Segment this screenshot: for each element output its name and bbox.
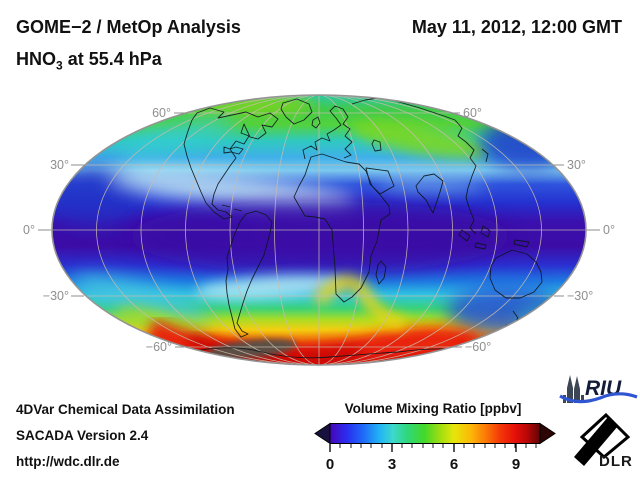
species-name: HNO — [16, 49, 56, 69]
lat-label-left-m60: −60° — [146, 340, 172, 354]
colorbar-tick-6: 6 — [450, 456, 458, 473]
colorbar-minor-ticks — [329, 444, 537, 448]
colorbar-major-ticks — [329, 444, 517, 452]
riu-logo: RIU — [559, 375, 638, 404]
colorbar-gradient-bar — [329, 423, 541, 444]
lat-label-right-m30: −30° — [567, 289, 593, 303]
lat-label-right-30: 30° — [567, 158, 586, 172]
species-level-title: HNO3 at 55.4 hPa — [16, 49, 162, 73]
lat-label-left-m30: −30° — [43, 289, 69, 303]
page-title: GOME−2 / MetOp Analysis — [16, 17, 241, 37]
graticule — [52, 95, 586, 365]
footer-assimilation-line: 4DVar Chemical Data Assimilation — [16, 402, 235, 417]
dlr-logo-icon — [574, 412, 631, 466]
footer-version-line: SACADA Version 2.4 — [16, 428, 149, 443]
map-outline — [51, 94, 587, 366]
dlr-logo-text: DLR — [599, 453, 633, 470]
lat-label-left-30: 30° — [50, 158, 69, 172]
latitude-labels: 60° 30° 0° −30° −60° 60° 30° 0° −30° −60… — [23, 106, 615, 354]
lat-label-right-m60: −60° — [465, 340, 491, 354]
rhine-wave-icon — [559, 392, 638, 404]
colorbar-tick-9: 9 — [512, 456, 520, 473]
colorbar-over-arrow — [539, 422, 556, 445]
colorbar-under-arrow — [314, 422, 331, 445]
lat-label-left-60: 60° — [152, 106, 171, 120]
colorbar-title: Volume Mixing Ratio [ppbv] — [345, 401, 522, 416]
level-text: at 55.4 hPa — [62, 49, 162, 69]
colorbar-tick-labels: 0 3 6 9 — [326, 456, 520, 473]
analysis-datetime: May 11, 2012, 12:00 GMT — [411, 17, 622, 37]
latitude-ticks — [38, 112, 600, 348]
species-subscript: 3 — [56, 58, 63, 73]
lat-label-left-0: 0° — [23, 223, 35, 237]
colorbar-tick-3: 3 — [388, 456, 396, 473]
lat-label-right-0: 0° — [603, 223, 615, 237]
dlr-logo: DLR — [574, 412, 633, 470]
colorbar-tick-0: 0 — [326, 456, 334, 473]
lat-label-right-60: 60° — [463, 106, 482, 120]
footer-url: http://wdc.dlr.de — [16, 454, 120, 469]
